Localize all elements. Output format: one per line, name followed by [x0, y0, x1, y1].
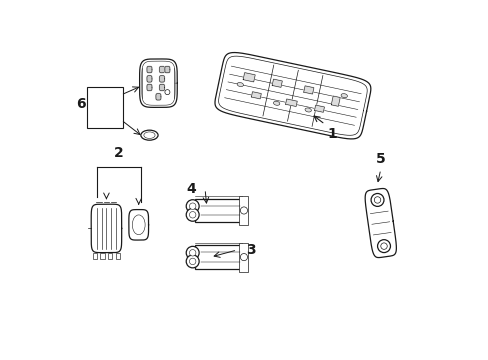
Polygon shape: [159, 84, 164, 91]
Text: 4: 4: [186, 182, 196, 196]
Ellipse shape: [141, 130, 158, 140]
Bar: [92, 253, 97, 259]
Circle shape: [189, 249, 196, 256]
Polygon shape: [285, 99, 297, 107]
Bar: [100, 253, 104, 259]
Bar: [239, 243, 247, 272]
Polygon shape: [215, 53, 370, 139]
Circle shape: [240, 253, 247, 261]
Polygon shape: [272, 79, 282, 87]
Text: 5: 5: [375, 152, 385, 166]
Circle shape: [189, 258, 196, 265]
Polygon shape: [164, 66, 169, 73]
Polygon shape: [365, 189, 396, 257]
Bar: [239, 196, 247, 225]
Circle shape: [189, 203, 196, 210]
Polygon shape: [159, 66, 164, 73]
Circle shape: [186, 200, 199, 213]
Text: 3: 3: [246, 243, 255, 257]
Bar: [108, 253, 112, 259]
Ellipse shape: [143, 132, 155, 139]
Polygon shape: [303, 86, 313, 94]
Circle shape: [373, 197, 380, 203]
Ellipse shape: [340, 94, 347, 98]
Circle shape: [189, 212, 196, 218]
Circle shape: [186, 246, 199, 259]
Text: 2: 2: [114, 145, 123, 159]
Polygon shape: [147, 66, 152, 73]
Circle shape: [164, 90, 169, 95]
Circle shape: [240, 207, 247, 214]
Polygon shape: [243, 73, 255, 82]
Bar: [195, 199, 241, 222]
Circle shape: [377, 240, 390, 253]
Ellipse shape: [273, 101, 279, 105]
Bar: [116, 253, 120, 259]
Ellipse shape: [237, 82, 243, 87]
Polygon shape: [91, 204, 122, 253]
Circle shape: [370, 193, 383, 206]
Bar: [195, 246, 241, 269]
Polygon shape: [139, 59, 177, 107]
Ellipse shape: [132, 215, 145, 235]
Text: 6: 6: [76, 97, 85, 111]
Circle shape: [186, 255, 199, 268]
Polygon shape: [147, 76, 152, 82]
Polygon shape: [331, 96, 340, 106]
Polygon shape: [251, 92, 261, 99]
Ellipse shape: [305, 108, 311, 112]
Text: 1: 1: [326, 127, 336, 141]
Polygon shape: [159, 76, 164, 82]
Polygon shape: [314, 105, 324, 112]
Polygon shape: [147, 84, 152, 91]
Circle shape: [186, 208, 199, 221]
Polygon shape: [128, 210, 148, 240]
Circle shape: [380, 243, 386, 249]
Polygon shape: [156, 94, 161, 100]
Bar: [87, 87, 123, 128]
